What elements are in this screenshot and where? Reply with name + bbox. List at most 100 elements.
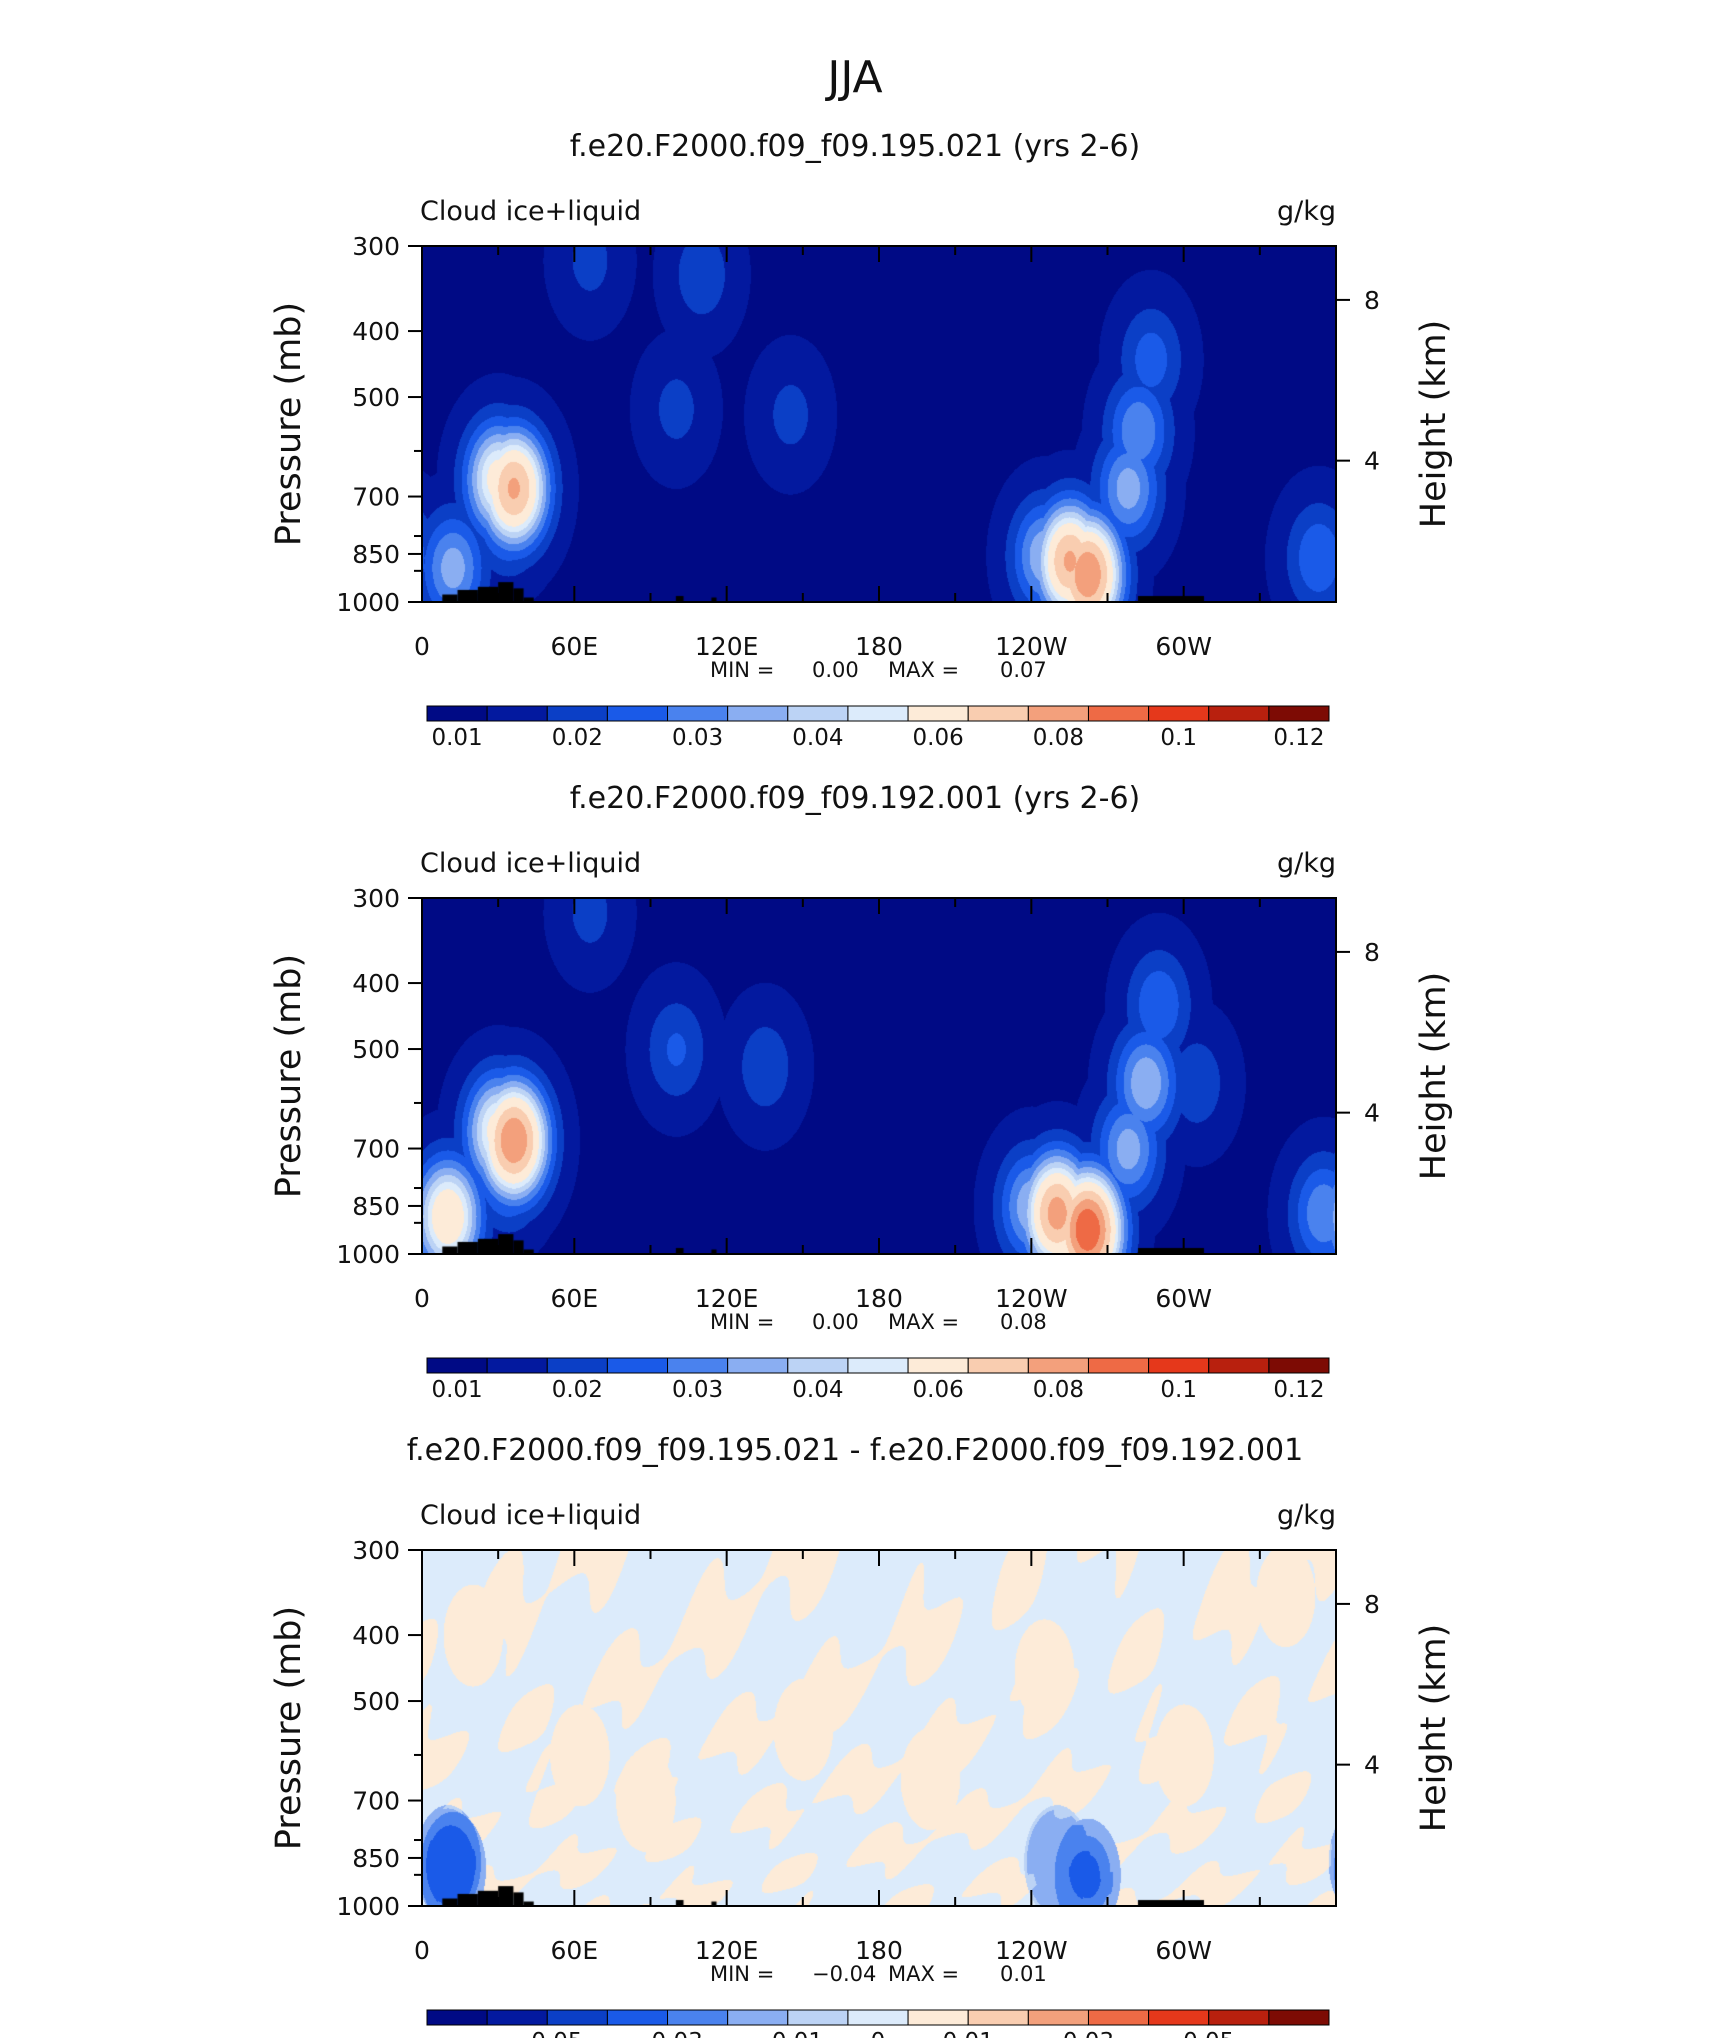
y-tick-label: 400 bbox=[352, 969, 400, 998]
colorbar-swatch bbox=[787, 1357, 849, 1374]
panel-title: f.e20.F2000.f09_f09.192.001 (yrs 2-6) bbox=[570, 781, 1140, 816]
variable-label: Cloud ice+liquid bbox=[420, 1500, 641, 1531]
height-tick-label: 8 bbox=[1364, 938, 1380, 967]
y-tick-label: 850 bbox=[352, 1844, 400, 1873]
colorbar-swatch bbox=[426, 1357, 488, 1374]
y-tick-label: 300 bbox=[352, 884, 400, 913]
y-tick-label: 500 bbox=[352, 1687, 400, 1716]
colorbar-label: −0.05 bbox=[512, 2029, 582, 2038]
colorbar-label: 0.04 bbox=[792, 725, 843, 751]
colorbar: −0.05 −0.03 −0.01 0 0.01 0.03 0.05 bbox=[426, 2009, 1330, 2038]
y-tick-label: 850 bbox=[352, 540, 400, 569]
min-value: −0.04 bbox=[812, 1962, 876, 1986]
x-tick-label: 120W bbox=[995, 1936, 1067, 1965]
colorbar-swatch bbox=[546, 2009, 608, 2026]
colorbar-label: −0.03 bbox=[632, 2029, 702, 2038]
y-tick-label: 1000 bbox=[336, 1892, 400, 1921]
y-tick-label: 500 bbox=[352, 383, 400, 412]
colorbar-swatch bbox=[787, 705, 849, 722]
x-tick-label: 60W bbox=[1155, 1936, 1212, 1965]
x-tick-label: 0 bbox=[414, 632, 430, 661]
panels: f.e20.F2000.f09_f09.195.021 (yrs 2-6) Clo… bbox=[269, 129, 1454, 2038]
colorbar-swatch bbox=[847, 705, 909, 722]
y-axis-title: Pressure (mb) bbox=[269, 954, 309, 1198]
colorbar-swatch bbox=[907, 705, 969, 722]
chart-panel-3: f.e20.F2000.f09_f09.195.021 - f.e20.F200… bbox=[269, 1433, 1454, 2038]
x-tick-label: 120W bbox=[995, 632, 1067, 661]
right-axis-title: Height (km) bbox=[1414, 1624, 1454, 1833]
colorbar-label: 0.02 bbox=[552, 1377, 603, 1403]
max-label: MAX = bbox=[888, 1310, 959, 1334]
height-tick-label: 8 bbox=[1364, 286, 1380, 315]
chart-panel-1: f.e20.F2000.f09_f09.195.021 (yrs 2-6) Clo… bbox=[269, 129, 1454, 751]
colorbar-swatch bbox=[546, 705, 608, 722]
x-tick-label: 0 bbox=[414, 1284, 430, 1313]
y-tick-label: 700 bbox=[352, 483, 400, 512]
colorbar-swatch bbox=[787, 2009, 849, 2026]
colorbar-swatch bbox=[1027, 2009, 1089, 2026]
x-tick-label: 60W bbox=[1155, 1284, 1212, 1313]
x-tick-label: 60W bbox=[1155, 632, 1212, 661]
x-tick-label: 120E bbox=[695, 632, 759, 661]
heatmap-field bbox=[422, 1550, 1336, 1906]
colorbar-swatch bbox=[967, 1357, 1029, 1374]
x-tick-label: 120W bbox=[995, 1284, 1067, 1313]
colorbar-swatch bbox=[847, 2009, 909, 2026]
units-label: g/kg bbox=[1277, 1500, 1336, 1531]
y-tick-label: 300 bbox=[352, 1536, 400, 1565]
colorbar-label: 0.06 bbox=[913, 1377, 964, 1403]
colorbar-label: 0.03 bbox=[1063, 2029, 1114, 2038]
y-tick-label: 400 bbox=[352, 1621, 400, 1650]
colorbar-swatch bbox=[727, 2009, 789, 2026]
colorbar-swatch bbox=[907, 1357, 969, 1374]
colorbar-swatch bbox=[1148, 1357, 1210, 1374]
colorbar-swatch bbox=[606, 1357, 669, 1374]
heatmap-field bbox=[422, 246, 1336, 602]
colorbar-swatch bbox=[1208, 1357, 1270, 1374]
height-tick-label: 4 bbox=[1364, 1099, 1380, 1128]
y-tick-label: 300 bbox=[352, 232, 400, 261]
height-tick-label: 4 bbox=[1364, 447, 1380, 476]
colorbar-label: 0.08 bbox=[1033, 1377, 1084, 1403]
colorbar-label: 0.03 bbox=[672, 725, 723, 751]
y-tick-label: 400 bbox=[352, 317, 400, 346]
colorbar-swatch bbox=[667, 1357, 729, 1374]
colorbar: 0.01 0.02 0.03 0.04 0.06 0.08 0.1 0.12 bbox=[426, 1357, 1330, 1403]
colorbar-swatch bbox=[1268, 705, 1330, 722]
y-tick-label: 1000 bbox=[336, 588, 400, 617]
colorbar-swatch bbox=[1148, 705, 1210, 722]
max-label: MAX = bbox=[888, 1962, 959, 1986]
right-axis-title: Height (km) bbox=[1414, 320, 1454, 529]
colorbar-swatch bbox=[727, 1357, 789, 1374]
colorbar-swatch bbox=[1148, 2009, 1210, 2026]
colorbar-swatch bbox=[1268, 1357, 1330, 1374]
colorbar-swatch bbox=[1087, 2009, 1150, 2026]
y-axis-title: Pressure (mb) bbox=[269, 1606, 309, 1850]
y-tick-label: 1000 bbox=[336, 1240, 400, 1269]
colorbar-swatch bbox=[486, 1357, 548, 1374]
max-value: 0.01 bbox=[1000, 1962, 1047, 1986]
colorbar-label: 0.12 bbox=[1273, 1377, 1324, 1403]
right-axis-title: Height (km) bbox=[1414, 972, 1454, 1181]
max-value: 0.08 bbox=[1000, 1310, 1047, 1334]
colorbar-swatch bbox=[967, 2009, 1029, 2026]
y-tick-label: 850 bbox=[352, 1192, 400, 1221]
x-tick-label: 180 bbox=[855, 632, 903, 661]
colorbar-label: 0 bbox=[871, 2029, 886, 2038]
heatmap-field bbox=[422, 898, 1336, 1254]
colorbar-swatch bbox=[847, 1357, 909, 1374]
colorbar: 0.01 0.02 0.03 0.04 0.06 0.08 0.1 0.12 bbox=[426, 705, 1330, 751]
min-value: 0.00 bbox=[812, 1310, 859, 1334]
colorbar-swatch bbox=[606, 2009, 669, 2026]
colorbar-label: 0.08 bbox=[1033, 725, 1084, 751]
colorbar-swatch bbox=[426, 2009, 488, 2026]
height-tick-label: 4 bbox=[1364, 1751, 1380, 1780]
colorbar-swatch bbox=[1027, 1357, 1089, 1374]
max-value: 0.07 bbox=[1000, 658, 1047, 682]
max-label: MAX = bbox=[888, 658, 959, 682]
chart-panel-2: f.e20.F2000.f09_f09.192.001 (yrs 2-6) Clo… bbox=[269, 781, 1454, 1403]
min-label: MIN = bbox=[710, 1962, 774, 1986]
colorbar-swatch bbox=[967, 705, 1029, 722]
y-axis-title: Pressure (mb) bbox=[269, 302, 309, 546]
colorbar-swatch bbox=[1027, 705, 1089, 722]
